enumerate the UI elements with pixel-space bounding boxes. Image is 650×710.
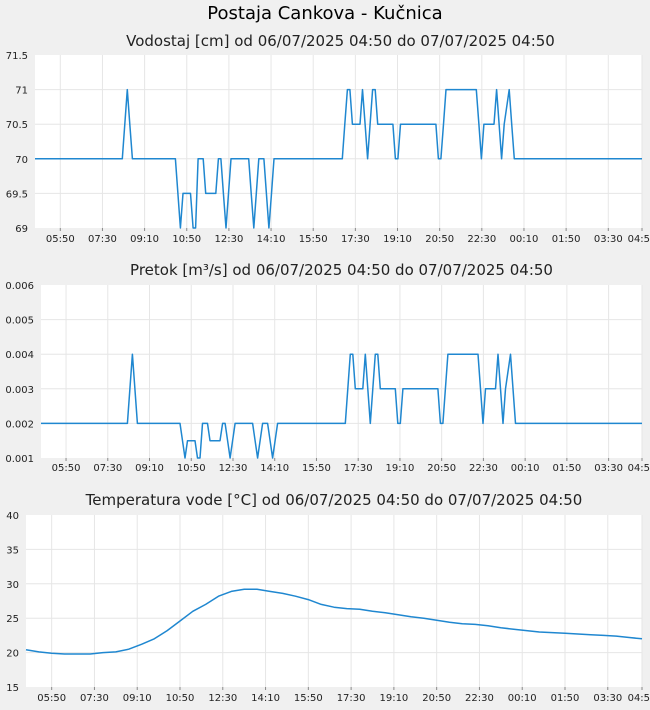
y-tick-label: 30 [6,580,19,591]
x-tick-label: 22:30 [469,463,498,474]
chart-title: Pretok [m³/s] od 06/07/2025 04:50 do 07/… [130,261,553,279]
x-tick-label: 10:50 [172,234,201,245]
x-tick-label: 22:30 [465,693,494,704]
x-tick-label: 10:50 [166,693,195,704]
x-tick-label: 19:10 [386,463,415,474]
x-tick-label: 04:50 [628,234,650,245]
x-tick-label: 12:30 [208,693,237,704]
y-tick-label: 69.5 [6,189,28,200]
y-tick-label: 71.5 [6,51,28,62]
x-tick-label: 00:10 [510,234,539,245]
y-tick-label: 15 [6,683,19,694]
x-tick-label: 20:50 [425,234,454,245]
x-tick-label: 01:50 [552,463,581,474]
y-tick-label: 69 [15,224,28,235]
x-tick-label: 15:50 [294,693,323,704]
x-tick-label: 17:30 [341,234,370,245]
y-tick-label: 70 [15,155,28,166]
x-tick-label: 03:30 [593,693,622,704]
y-tick-label: 35 [6,545,19,556]
x-tick-label: 00:10 [508,693,537,704]
x-tick-label: 07:30 [80,693,109,704]
x-tick-label: 12:30 [219,463,248,474]
x-tick-label: 14:10 [251,693,280,704]
x-tick-label: 07:30 [93,463,122,474]
y-tick-label: 25 [6,614,19,625]
chart-title: Vodostaj [cm] od 06/07/2025 04:50 do 07/… [126,32,555,50]
x-tick-label: 19:10 [379,693,408,704]
y-tick-label: 70.5 [6,120,28,131]
x-tick-label: 14:10 [257,234,286,245]
x-tick-label: 01:50 [552,234,581,245]
x-tick-label: 15:50 [302,463,331,474]
chart-title: Temperatura vode [°C] od 06/07/2025 04:5… [85,491,583,509]
x-tick-label: 07:30 [88,234,117,245]
series-line [25,588,643,655]
plot-area [35,55,642,228]
y-tick-label: 0.006 [5,281,34,292]
x-tick-label: 04:50 [628,463,650,474]
x-tick-label: 15:50 [299,234,328,245]
x-tick-label: 05:50 [52,463,81,474]
x-tick-label: 09:10 [123,693,152,704]
y-tick-label: 0.004 [5,350,34,361]
series-line [35,88,642,229]
y-tick-label: 0.001 [5,454,34,465]
y-tick-label: 0.005 [5,316,34,327]
x-tick-label: 17:30 [344,463,373,474]
series-line [41,353,642,459]
x-tick-label: 00:10 [511,463,540,474]
x-tick-label: 19:10 [383,234,412,245]
x-tick-label: 17:30 [337,693,366,704]
page-title: Postaja Cankova - Kučnica [207,3,443,24]
x-tick-label: 22:30 [467,234,496,245]
x-tick-label: 09:10 [130,234,159,245]
y-tick-label: 0.003 [5,385,34,396]
y-tick-label: 40 [6,511,19,522]
x-tick-label: 12:30 [214,234,243,245]
x-tick-label: 03:30 [594,463,623,474]
x-tick-label: 05:50 [46,234,75,245]
y-tick-label: 20 [6,649,19,660]
x-tick-label: 10:50 [177,463,206,474]
chart-3: Temperatura vode [°C] od 06/07/2025 04:5… [6,491,650,704]
x-tick-label: 14:10 [260,463,289,474]
plot-area [26,515,642,687]
y-tick-label: 0.002 [5,419,34,430]
x-tick-label: 03:30 [594,234,623,245]
x-tick-label: 20:50 [422,693,451,704]
y-tick-label: 71 [15,86,28,97]
x-tick-label: 09:10 [135,463,164,474]
x-tick-label: 05:50 [37,693,66,704]
chart-2: Pretok [m³/s] od 06/07/2025 04:50 do 07/… [5,261,650,474]
x-tick-label: 04:50 [628,693,650,704]
plot-area [41,285,642,458]
chart-1: Vodostaj [cm] od 06/07/2025 04:50 do 07/… [6,32,650,245]
x-tick-label: 01:50 [551,693,580,704]
x-tick-label: 20:50 [427,463,456,474]
